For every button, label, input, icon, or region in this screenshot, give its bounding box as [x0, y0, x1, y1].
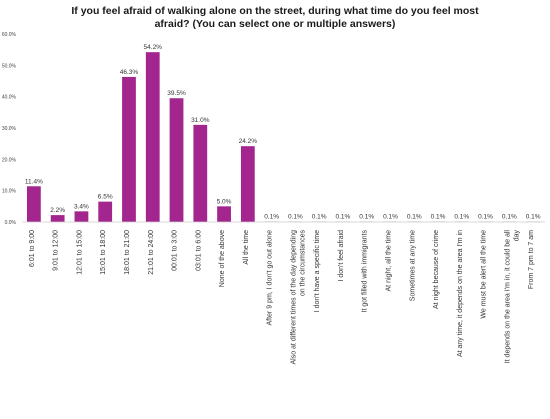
y-tick-label: 20.0%	[2, 157, 17, 163]
data-label: 0.1%	[359, 214, 374, 221]
x-tick-label: It depends on the area I'm in, it could …	[504, 230, 511, 364]
data-label: 0.1%	[288, 214, 303, 221]
x-tick-label: It got filled with immigrants	[362, 230, 369, 313]
data-label: 0.1%	[336, 214, 351, 221]
data-label: 31.0%	[191, 117, 210, 124]
data-label: 0.1%	[312, 214, 327, 221]
x-tick-label: I don't have a specific time	[314, 230, 321, 312]
data-label: 24.2%	[239, 138, 258, 145]
data-label: 54.2%	[144, 44, 163, 51]
y-axis: 0.0% 10.0% 20.0% 30.0% 40.0% 50.0% 60.0%	[2, 32, 17, 226]
data-label: 0.1%	[383, 214, 398, 221]
x-tick-label: I don't feel afraid	[338, 230, 345, 282]
data-label: 11.4%	[25, 178, 43, 185]
x-tick-label: At any time, it depends on the area I'm …	[457, 230, 464, 357]
data-labels: 11.4% 2.2% 3.4% 6.5% 46.3% 54.2% 39.5% 31.0% 5.0…	[25, 44, 541, 221]
bar	[122, 76, 136, 222]
x-tick-label: None of the above	[219, 230, 226, 287]
y-tick-label: 50.0%	[2, 63, 17, 69]
x-tick-label: 6:01 to 9:00	[29, 230, 36, 267]
chart-title-line-1: If you feel afraid of walking alone on t…	[71, 5, 479, 17]
data-label: 2.2%	[50, 207, 65, 214]
data-label: 0.1%	[454, 214, 469, 221]
data-label: 0.1%	[526, 214, 541, 221]
bars	[26, 52, 541, 222]
bar	[240, 146, 255, 222]
x-tick-label: 9:01 to 12:00	[53, 230, 60, 271]
x-tick-label: on the circumstances	[299, 230, 306, 297]
x-tick-label: Sometimes at any time	[409, 230, 416, 301]
x-tick-label: 00:01 to 3:00	[172, 230, 179, 271]
x-tick-label: 12:01 to 15:00	[76, 230, 83, 275]
x-tick-label: At night, all the time	[385, 230, 392, 292]
x-tick-label: day	[513, 230, 520, 242]
x-tick-label: From 7 pm to 7 am	[528, 230, 535, 289]
x-tick-label: Also at different times of the day depen…	[290, 230, 297, 365]
bar	[98, 201, 113, 222]
y-tick-label: 10.0%	[2, 189, 17, 195]
bar	[74, 211, 89, 222]
data-label: 0.1%	[407, 214, 422, 221]
x-tick-label: At night because of crime	[433, 230, 440, 309]
data-label: 0.1%	[264, 214, 279, 221]
chart-title-line-2: afraid? (You can select one or multiple …	[154, 18, 396, 30]
bar	[50, 215, 65, 222]
data-label: 5.0%	[217, 198, 232, 205]
x-tick-label: All the time	[243, 230, 250, 265]
x-tick-label: After 9 pm, I don't go out alone	[267, 230, 274, 326]
data-label: 39.5%	[167, 90, 186, 97]
bar	[26, 186, 41, 222]
y-tick-label: 30.0%	[2, 126, 17, 132]
x-tick-label: 15:01 to 18:00	[100, 230, 107, 275]
bar	[193, 124, 208, 222]
bar	[169, 98, 184, 222]
x-tick-label: 03:01 to 6:00	[195, 230, 202, 271]
data-label: 0.1%	[502, 214, 517, 221]
bar	[217, 206, 231, 222]
data-label: 6.5%	[98, 194, 113, 201]
bar	[145, 52, 160, 222]
x-tick-label: We must be alert all the time	[481, 230, 488, 319]
x-axis: 6:01 to 9:00 9:01 to 12:00 12:01 to 15:00 1…	[22, 221, 545, 365]
data-label: 0.1%	[478, 214, 493, 221]
x-tick-label: 21:01 to 24:00	[148, 230, 155, 275]
data-label: 46.3%	[120, 69, 139, 76]
data-label: 3.4%	[74, 203, 89, 210]
y-tick-label: 0.0%	[5, 220, 17, 226]
x-tick-label: 18:01 to 21:00	[124, 230, 131, 275]
data-label: 0.1%	[431, 214, 446, 221]
y-tick-label: 40.0%	[2, 95, 17, 101]
chart-title: If you feel afraid of walking alone on t…	[20, 5, 530, 31]
y-tick-label: 60.0%	[2, 32, 17, 38]
